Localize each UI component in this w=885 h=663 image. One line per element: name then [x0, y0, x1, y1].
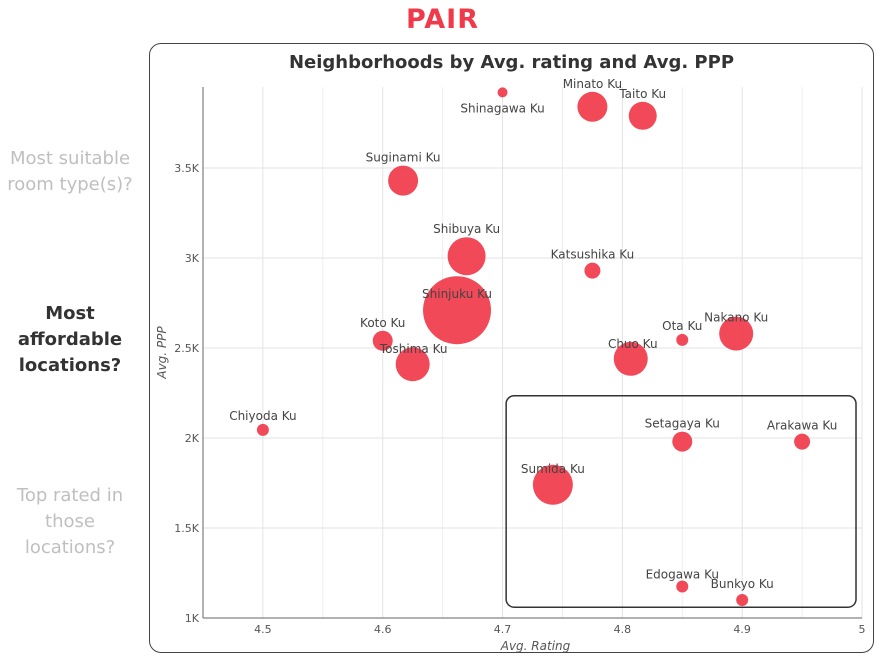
bubble-point — [613, 341, 648, 376]
y-tick-label: 3.5K — [174, 162, 199, 175]
question-affordable-locations[interactable]: Most affordable locations? — [17, 303, 123, 376]
x-tick-label: 4.8 — [614, 623, 632, 636]
x-tick-label: 4.6 — [374, 623, 392, 636]
y-tick-label: 1.5K — [174, 522, 199, 535]
point-label: Sumida Ku — [521, 462, 585, 476]
bubble-point — [256, 423, 269, 436]
bubble-point — [628, 101, 657, 130]
point-label: Koto Ku — [360, 316, 405, 330]
bubble-point — [423, 276, 492, 345]
x-tick-label: 4.9 — [733, 623, 751, 636]
bubble-point — [794, 433, 811, 450]
point-label: Edogawa Ku — [646, 568, 719, 582]
bubble-point — [719, 316, 754, 351]
bubble-point — [676, 333, 689, 346]
point-label: Shibuya Ku — [433, 222, 500, 236]
bubble-point — [447, 237, 486, 276]
question-top-rated[interactable]: Top rated in those locations? — [16, 485, 124, 558]
x-tick-label: 4.7 — [494, 623, 512, 636]
x-tick-label: 5 — [859, 623, 866, 636]
chart-title: Neighborhoods by Avg. rating and Avg. PP… — [288, 52, 735, 73]
point-label: Shinjuku Ku — [422, 287, 492, 301]
brand-title: PAIR — [405, 4, 480, 35]
bubble-point — [532, 464, 573, 505]
point-label: Toshima Ku — [379, 342, 448, 356]
point-label: Chiyoda Ku — [229, 409, 296, 423]
x-axis-label: Avg. Rating — [500, 639, 571, 653]
bubble-point — [372, 330, 393, 351]
point-label: Nakano Ku — [704, 311, 768, 325]
bubble-point — [672, 431, 693, 452]
bubble-point — [584, 262, 601, 279]
y-tick-label: 2K — [185, 432, 200, 445]
point-label: Chuo Ku — [608, 337, 658, 351]
x-tick-label: 4.5 — [254, 623, 272, 636]
point-label: Minato Ku — [563, 77, 622, 91]
point-label: Taito Ku — [618, 87, 666, 101]
y-tick-label: 1K — [185, 612, 200, 625]
question-room-type[interactable]: Most suitable room type(s)? — [7, 148, 133, 195]
y-axis-label: Avg. PPP — [155, 326, 169, 380]
point-label: Suginami Ku — [366, 151, 441, 165]
bubble-point — [676, 580, 689, 593]
y-tick-label: 3K — [185, 252, 200, 265]
point-label: Arakawa Ku — [767, 419, 837, 433]
bubble-point — [497, 87, 508, 98]
bubble-point — [395, 347, 430, 382]
chart-panel: Neighborhoods by Avg. rating and Avg. PP… — [149, 43, 874, 653]
point-label: Setagaya Ku — [645, 417, 720, 431]
point-label: Katsushika Ku — [551, 248, 635, 262]
point-label: Ota Ku — [662, 319, 702, 333]
highlight-box — [505, 394, 857, 608]
y-tick-label: 2.5K — [174, 342, 199, 355]
point-label: Shinagawa Ku — [460, 101, 544, 115]
bubble-point — [577, 91, 608, 122]
bubble-point — [736, 594, 749, 606]
bubble-point — [388, 165, 419, 196]
point-label: Bunkyo Ku — [711, 577, 774, 591]
